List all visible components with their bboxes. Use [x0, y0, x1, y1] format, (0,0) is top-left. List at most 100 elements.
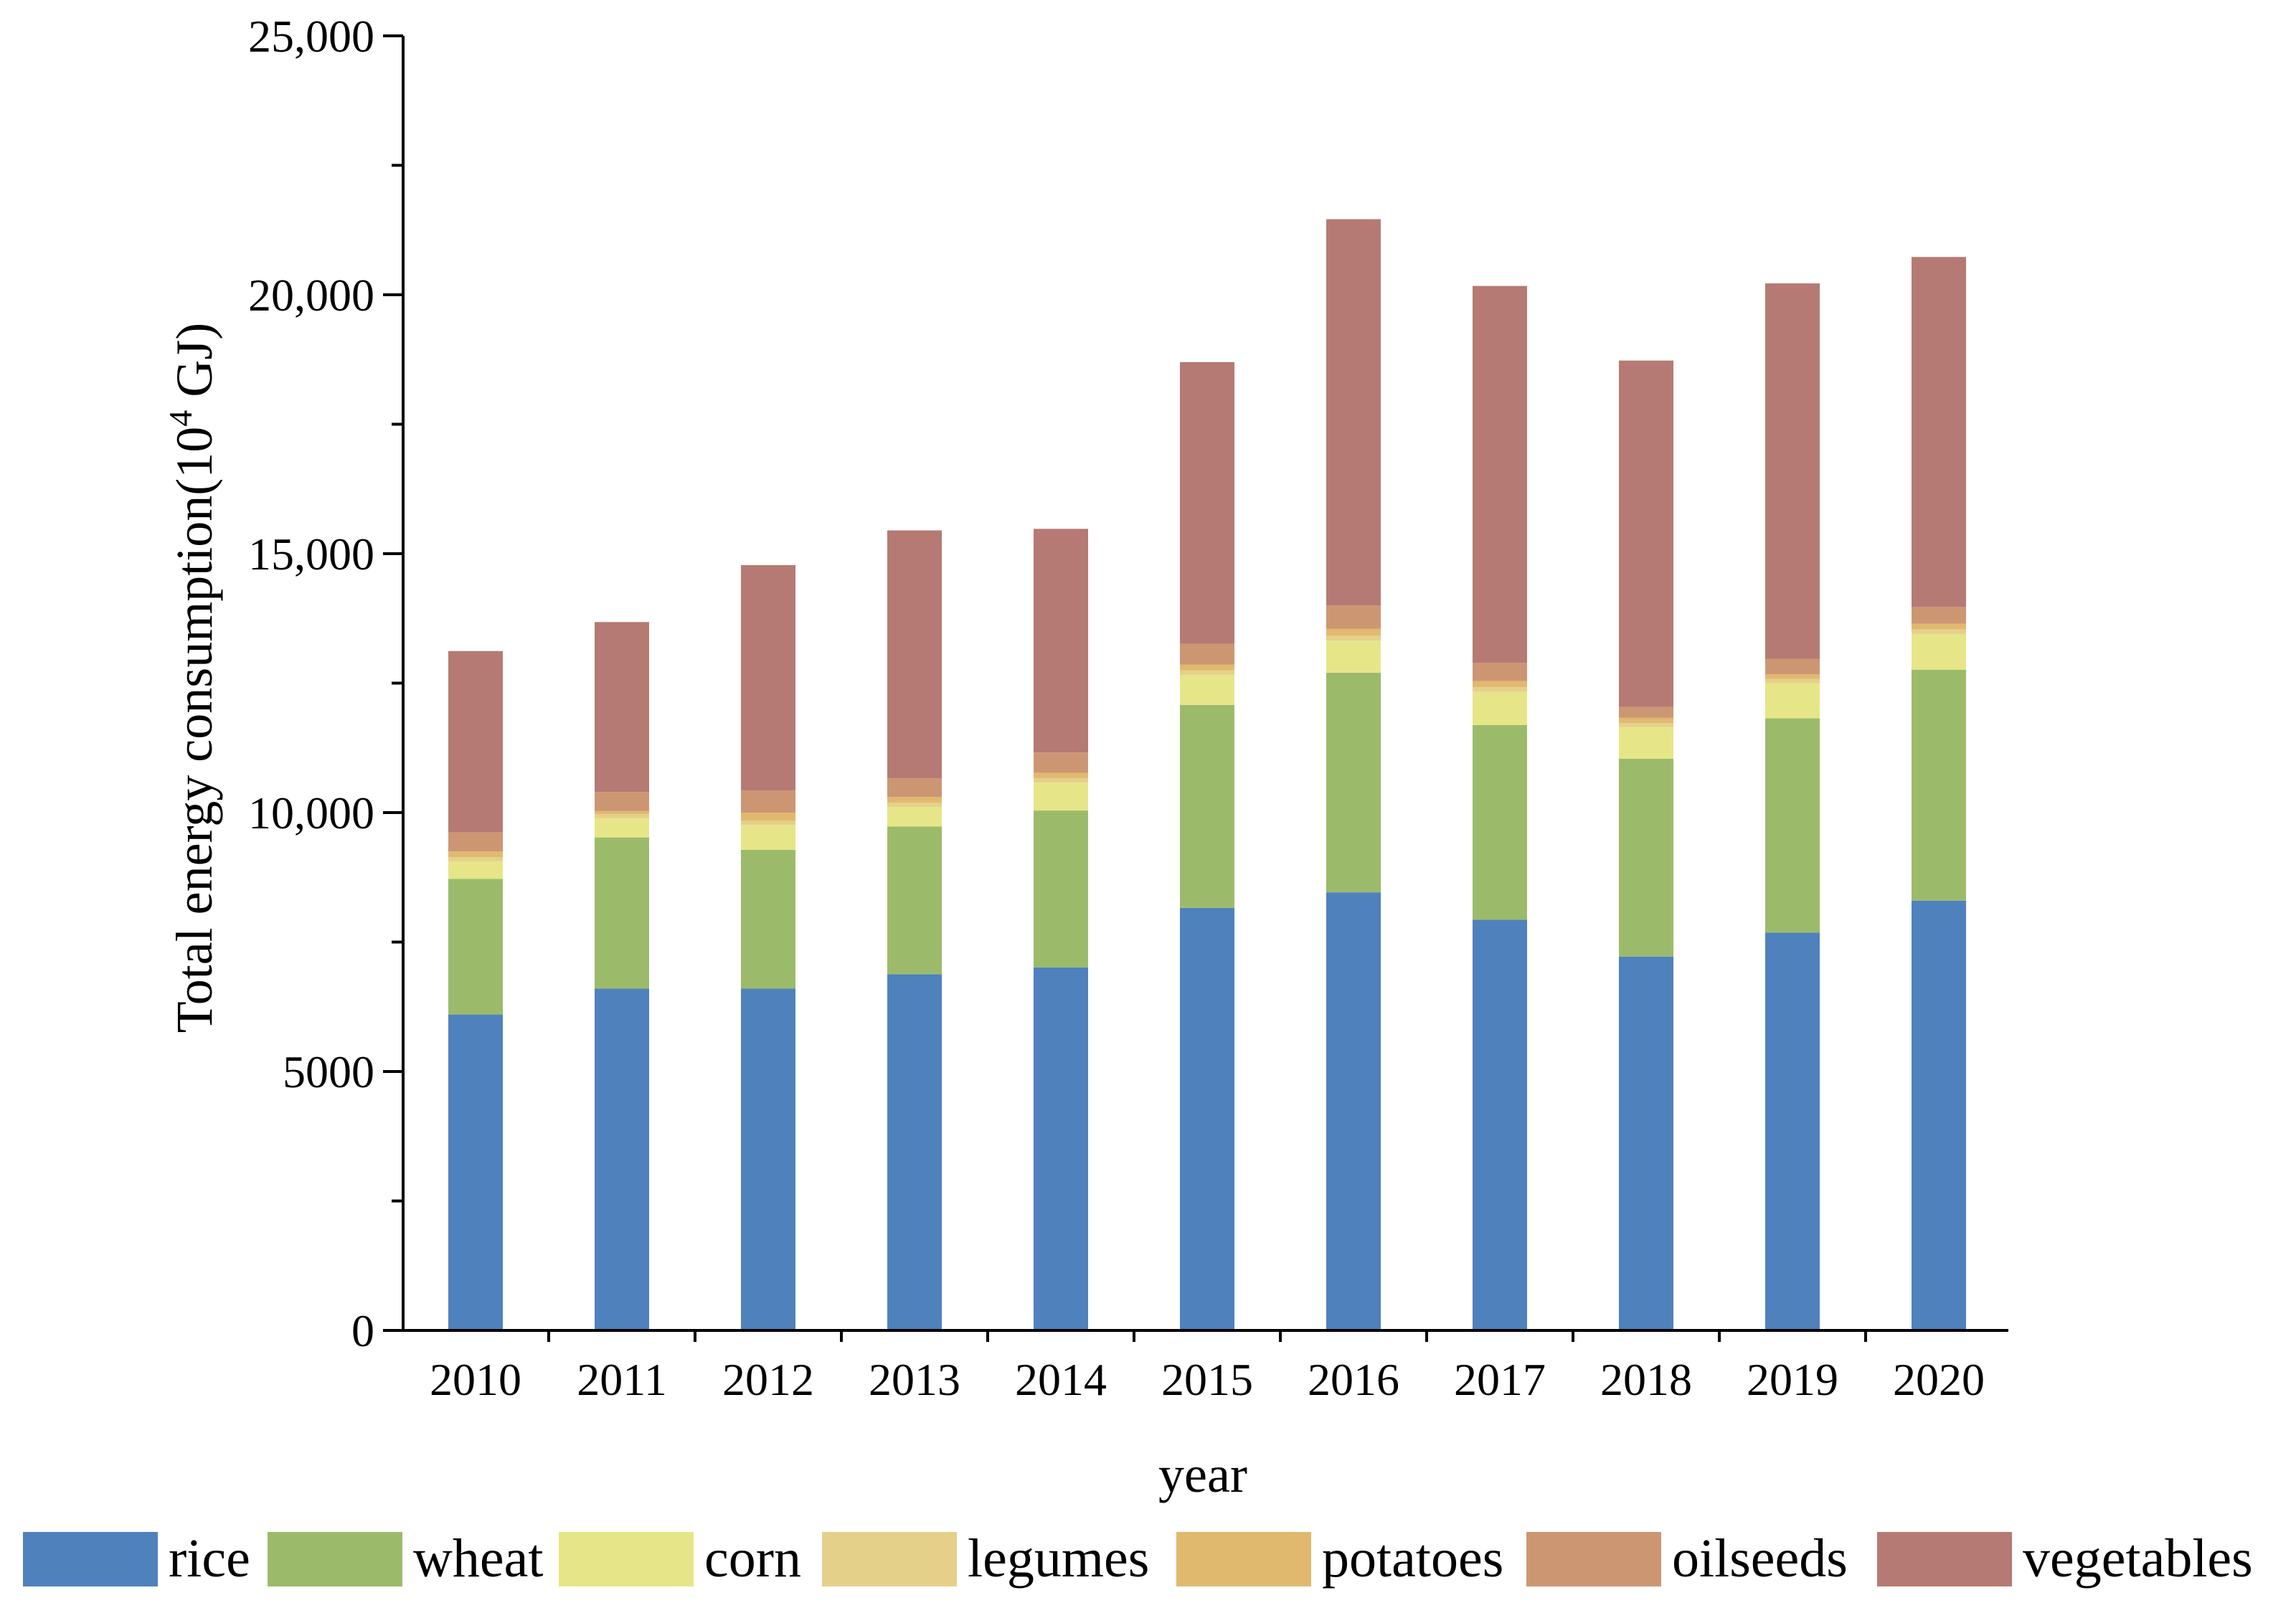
bar-corn-2019 [1765, 683, 1820, 719]
legend-label-rice: rice [169, 1528, 250, 1589]
bar-vegetables-2013 [887, 530, 942, 779]
legend-swatch-corn [559, 1532, 694, 1586]
bar-wheat-2012 [741, 849, 795, 989]
y-tick-label: 15,000 [248, 529, 374, 580]
bar-rice-2020 [1912, 900, 1966, 1330]
bar-rice-2014 [1034, 967, 1088, 1330]
bar-rice-2013 [887, 974, 942, 1330]
x-tick-label: 2012 [722, 1354, 814, 1405]
x-tick-label: 2014 [1015, 1354, 1107, 1405]
bar-potatoes-2018 [1619, 717, 1673, 724]
legend: rice wheat corn legumes potatoes oilseeds vege… [23, 1528, 2253, 1589]
bar-vegetables-2011 [595, 622, 649, 793]
bar-oilseeds-2016 [1326, 605, 1381, 629]
bar-potatoes-2019 [1765, 674, 1820, 679]
bar-legumes-2018 [1619, 723, 1673, 727]
bar-oilseeds-2013 [887, 778, 942, 798]
bar-legumes-2012 [741, 820, 795, 826]
bar-wheat-2011 [595, 837, 649, 989]
bar-potatoes-2010 [448, 851, 503, 858]
bar-legumes-2014 [1034, 778, 1088, 783]
legend-label-oilseeds: oilseeds [1672, 1528, 1848, 1589]
bar-wheat-2015 [1180, 704, 1234, 908]
bar-potatoes-2013 [887, 797, 942, 803]
bar-potatoes-2017 [1473, 681, 1527, 688]
bar-legumes-2013 [887, 803, 942, 808]
bar-wheat-2017 [1473, 724, 1527, 920]
axes-layer: 0 5000 10,000 15,000 20,000 25,000 2010 2011 201… [248, 11, 2008, 1405]
bar-vegetables-2018 [1619, 360, 1673, 707]
bar-wheat-2019 [1765, 718, 1820, 933]
x-tick-label: 2010 [430, 1354, 521, 1405]
bar-oilseeds-2017 [1473, 663, 1527, 681]
legend-swatch-potatoes [1176, 1532, 1311, 1586]
bar-vegetables-2016 [1326, 219, 1381, 606]
bar-oilseeds-2011 [595, 792, 649, 811]
bar-corn-2020 [1912, 633, 1966, 670]
bar-potatoes-2014 [1034, 772, 1088, 779]
x-tick-label: 2019 [1747, 1354, 1838, 1405]
bar-corn-2018 [1619, 727, 1673, 759]
bar-wheat-2013 [887, 826, 942, 975]
bar-rice-2015 [1180, 907, 1234, 1330]
bar-corn-2013 [887, 807, 942, 827]
bar-legumes-2011 [595, 814, 649, 818]
bar-potatoes-2012 [741, 813, 795, 821]
bar-oilseeds-2010 [448, 832, 503, 852]
bar-rice-2018 [1619, 956, 1673, 1330]
bar-corn-2015 [1180, 674, 1234, 705]
legend-label-vegetables: vegetables [2023, 1528, 2253, 1589]
bar-potatoes-2011 [595, 810, 649, 815]
bar-vegetables-2015 [1180, 361, 1234, 644]
bar-vegetables-2012 [741, 564, 795, 790]
bar-vegetables-2019 [1765, 283, 1820, 659]
bar-corn-2010 [448, 861, 503, 879]
bar-oilseeds-2020 [1912, 607, 1966, 624]
y-tick-label: 20,000 [248, 270, 374, 321]
bar-wheat-2018 [1619, 758, 1673, 957]
bar-rice-2012 [741, 988, 795, 1330]
x-tick-label: 2020 [1893, 1354, 1985, 1405]
bar-legumes-2017 [1473, 687, 1527, 692]
y-tick-label: 5000 [283, 1046, 374, 1097]
bar-rice-2017 [1473, 919, 1527, 1330]
y-tick-label: 25,000 [248, 11, 374, 62]
bar-wheat-2014 [1034, 810, 1088, 968]
y-axis-title: Total energy consumption(104 GJ) [162, 323, 223, 1033]
bar-oilseeds-2014 [1034, 752, 1088, 773]
bar-corn-2014 [1034, 782, 1088, 811]
x-axis-title: year [1158, 1446, 1247, 1503]
legend-swatch-rice [23, 1532, 158, 1586]
x-tick-label: 2015 [1161, 1354, 1253, 1405]
bar-legumes-2019 [1765, 678, 1820, 683]
bar-oilseeds-2015 [1180, 643, 1234, 665]
y-tick-label: 10,000 [248, 787, 374, 838]
bar-legumes-2010 [448, 857, 503, 861]
legend-label-corn: corn [704, 1528, 801, 1589]
bar-rice-2016 [1326, 892, 1381, 1330]
bar-vegetables-2020 [1912, 257, 1966, 607]
bar-vegetables-2014 [1034, 529, 1088, 753]
bar-rice-2010 [448, 1014, 503, 1330]
x-tick-label: 2013 [869, 1354, 960, 1405]
legend-swatch-vegetables [1877, 1532, 2012, 1586]
bar-wheat-2010 [448, 879, 503, 1015]
legend-label-legumes: legumes [968, 1528, 1149, 1589]
legend-label-wheat: wheat [413, 1528, 543, 1589]
y-tick-label: 0 [351, 1305, 374, 1356]
legend-swatch-wheat [268, 1532, 402, 1586]
bar-oilseeds-2012 [741, 790, 795, 813]
bar-legumes-2016 [1326, 635, 1381, 641]
bar-rice-2011 [595, 988, 649, 1330]
x-tick-label: 2016 [1308, 1354, 1399, 1405]
x-tick-label: 2018 [1600, 1354, 1692, 1405]
bar-rice-2019 [1765, 932, 1820, 1330]
bar-potatoes-2020 [1912, 623, 1966, 630]
bar-potatoes-2015 [1180, 664, 1234, 671]
legend-label-potatoes: potatoes [1322, 1528, 1503, 1589]
bar-corn-2011 [595, 818, 649, 838]
bar-vegetables-2010 [448, 651, 503, 833]
bar-legumes-2020 [1912, 629, 1966, 634]
x-tick-label: 2017 [1454, 1354, 1546, 1405]
